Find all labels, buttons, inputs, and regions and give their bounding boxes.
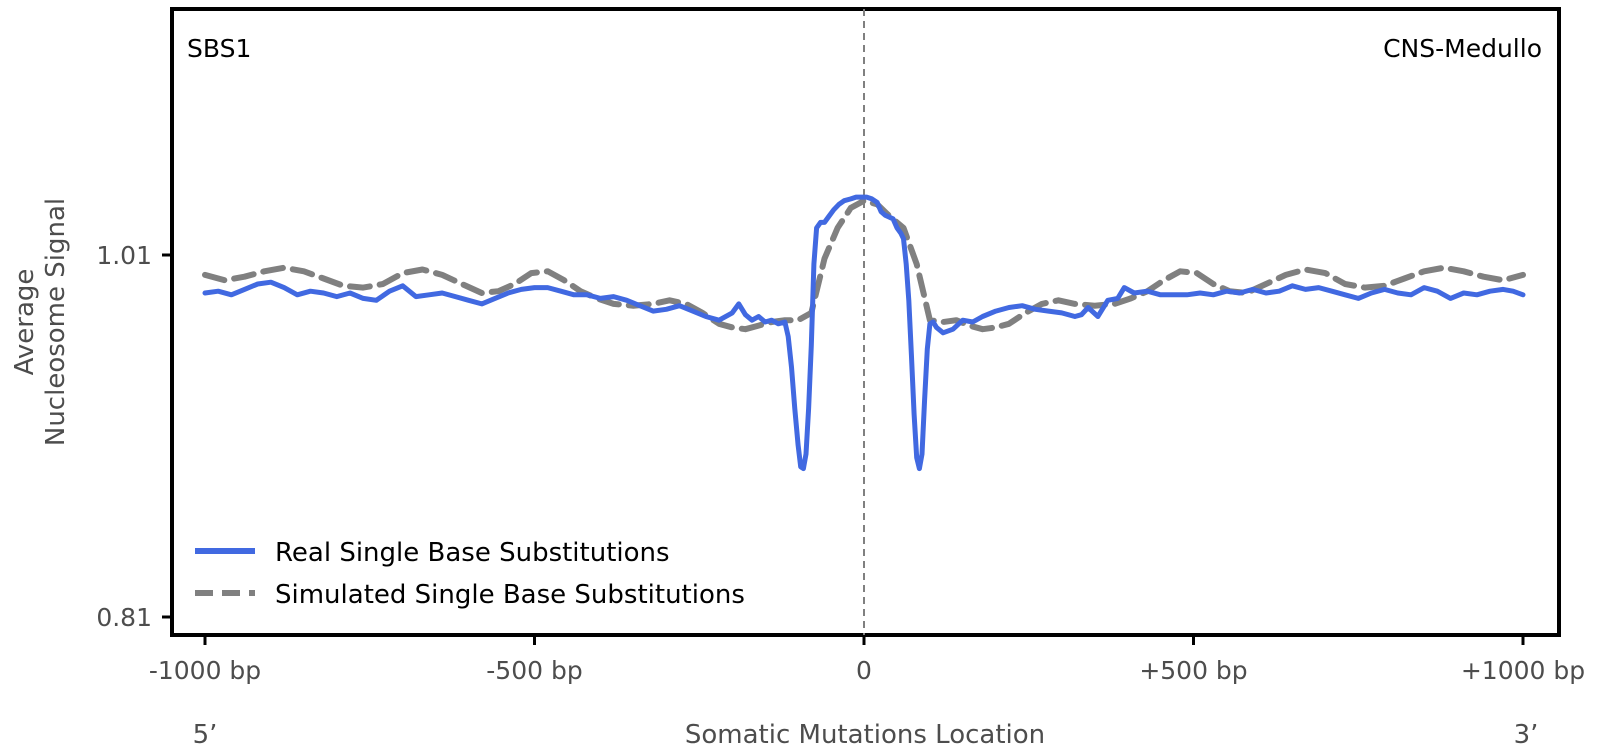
legend-real-label: Real Single Base Substitutions xyxy=(275,538,670,568)
x-axis-3prime-label: 3’ xyxy=(1514,720,1539,750)
signature-label: SBS1 xyxy=(187,34,251,63)
plot-frame xyxy=(170,7,1561,637)
series-layer xyxy=(202,194,1526,472)
x-tick-label: -500 bp xyxy=(486,656,582,685)
legend-simulated-label: Simulated Single Base Substitutions xyxy=(275,580,745,610)
y-tick-label: 1.01 xyxy=(96,241,152,270)
y-axis-ticks: 1.01 0.81 xyxy=(96,241,170,632)
y-tick-label: 0.81 xyxy=(96,603,152,632)
x-tick-label: -1000 bp xyxy=(149,656,261,685)
y-axis-title-line1: Average xyxy=(10,269,40,376)
x-axis-ticks: -1000 bp -500 bp 0 +500 bp +1000 bp xyxy=(149,637,1585,685)
simulated-sbs-line xyxy=(202,197,1526,333)
real-sbs-line xyxy=(202,194,1526,472)
x-axis-5prime-label: 5’ xyxy=(193,720,218,750)
y-axis-title: Average Nucleosome Signal xyxy=(10,198,71,446)
x-tick-label: 0 xyxy=(856,656,872,685)
y-axis-title-line2: Nucleosome Signal xyxy=(41,198,71,446)
legend: Real Single Base Substitutions Simulated… xyxy=(195,538,745,610)
x-tick-label: +500 bp xyxy=(1139,656,1247,685)
cancer-type-label: CNS-Medullo xyxy=(1383,34,1542,63)
x-axis-title: Somatic Mutations Location xyxy=(685,720,1045,750)
x-tick-label: +1000 bp xyxy=(1461,656,1585,685)
